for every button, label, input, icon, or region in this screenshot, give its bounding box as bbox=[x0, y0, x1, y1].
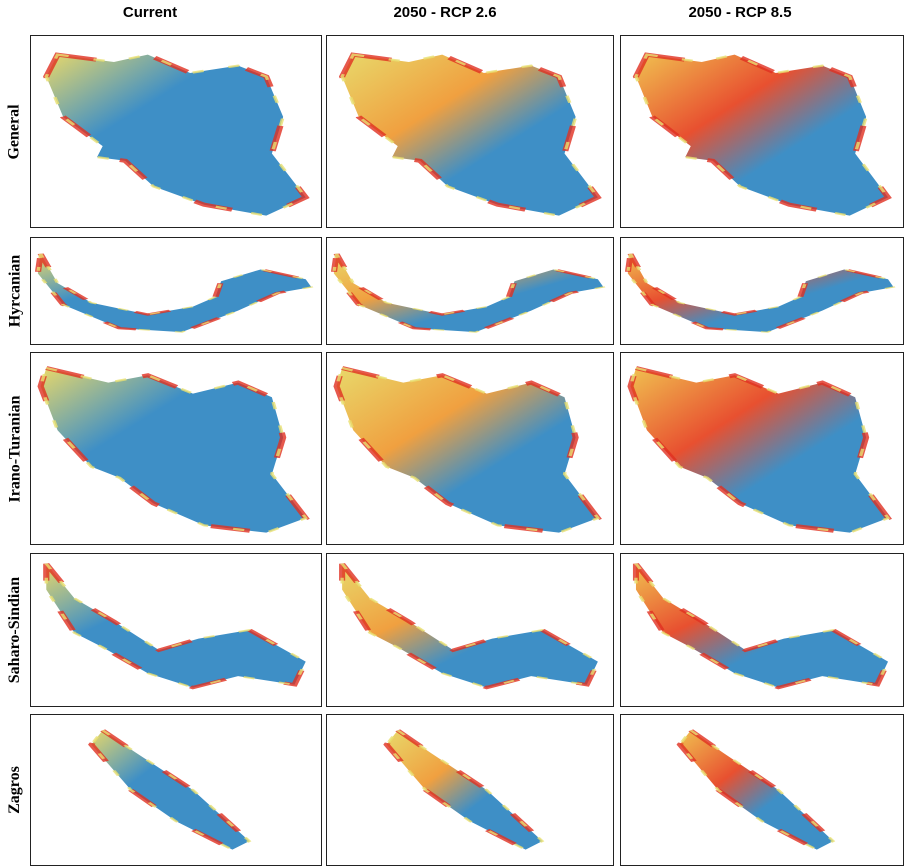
column-header: 2050 - RCP 8.5 bbox=[610, 4, 870, 21]
row-label-box: General bbox=[0, 35, 30, 228]
map bbox=[331, 40, 609, 223]
map-panel bbox=[620, 237, 904, 345]
figure: Current 2050 - RCP 2.6 2050 - RCP 8.5 Gener… bbox=[0, 0, 904, 866]
map-panel bbox=[30, 237, 322, 345]
map bbox=[625, 558, 899, 702]
row-label: Zagros bbox=[6, 766, 24, 814]
map-panel bbox=[30, 553, 322, 707]
map bbox=[625, 40, 899, 223]
map bbox=[35, 558, 317, 702]
map bbox=[331, 558, 609, 702]
map bbox=[331, 357, 609, 540]
region-shape bbox=[342, 564, 598, 688]
map bbox=[35, 719, 317, 861]
region-shape bbox=[91, 730, 249, 849]
column-header: 2050 - RCP 2.6 bbox=[315, 4, 575, 21]
row-label: General bbox=[6, 104, 24, 159]
map bbox=[35, 242, 317, 340]
map-panel bbox=[326, 553, 614, 707]
map bbox=[625, 357, 899, 540]
region-shape bbox=[628, 254, 894, 332]
region-shape bbox=[636, 564, 888, 688]
map-panel bbox=[326, 352, 614, 545]
map bbox=[35, 357, 317, 540]
row-label-box: Irano-Turanian bbox=[0, 352, 30, 545]
map-panel bbox=[620, 714, 904, 866]
row-label: Hyrcanian bbox=[6, 255, 24, 328]
map bbox=[331, 719, 609, 861]
map-panel bbox=[326, 35, 614, 228]
map-panel bbox=[30, 352, 322, 545]
map-panel bbox=[620, 553, 904, 707]
row-label: Saharo-Sindian bbox=[6, 577, 24, 683]
map bbox=[331, 242, 609, 340]
map bbox=[35, 40, 317, 223]
region-shape bbox=[46, 564, 305, 688]
region-shape bbox=[680, 730, 833, 849]
column-header: Current bbox=[20, 4, 280, 21]
map-panel bbox=[326, 237, 614, 345]
map-panel bbox=[326, 714, 614, 866]
region-shape bbox=[334, 254, 604, 332]
map-panel bbox=[620, 352, 904, 545]
map bbox=[625, 242, 899, 340]
map bbox=[625, 719, 899, 861]
row-label-box: Zagros bbox=[0, 714, 30, 866]
region-shape bbox=[387, 730, 543, 849]
region-shape bbox=[38, 254, 312, 332]
row-label-box: Hyrcanian bbox=[0, 237, 30, 345]
map-panel bbox=[30, 714, 322, 866]
row-label-box: Saharo-Sindian bbox=[0, 553, 30, 707]
map-panel bbox=[30, 35, 322, 228]
row-label: Irano-Turanian bbox=[6, 395, 24, 502]
map-panel bbox=[620, 35, 904, 228]
